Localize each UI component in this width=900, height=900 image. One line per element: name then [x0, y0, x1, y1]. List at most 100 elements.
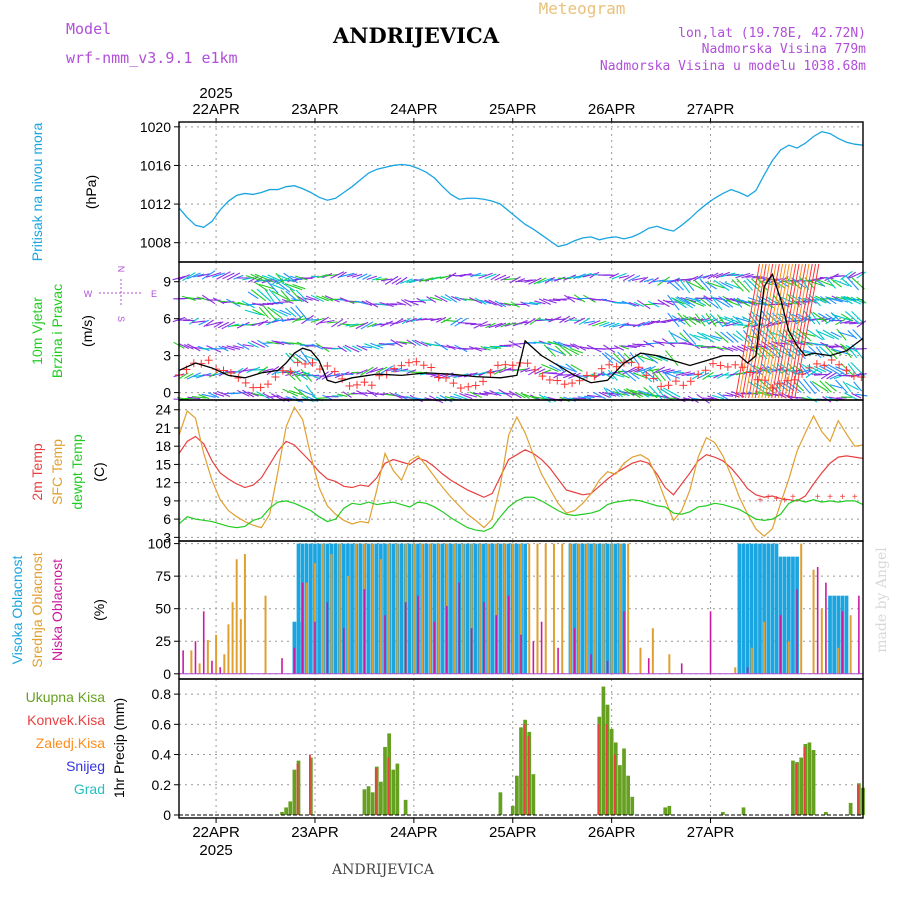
cloud-high-bar — [782, 556, 787, 674]
wind-arrow — [474, 274, 487, 277]
wind-arrow — [396, 319, 407, 324]
wind-arrow — [573, 273, 586, 280]
precip-total-bar — [824, 811, 828, 815]
wind-arrow — [845, 275, 860, 291]
wind-arrow — [216, 271, 231, 280]
wind-arrow — [720, 281, 734, 289]
wind-arrow — [813, 296, 827, 304]
wind-arrow — [647, 300, 660, 308]
cloud-mid-bar — [190, 650, 193, 674]
wind-arrow — [390, 339, 403, 348]
wind-arrow — [841, 296, 853, 305]
wind-arrow — [601, 352, 614, 364]
wind-arrow — [489, 345, 502, 349]
precip-total-bar — [280, 811, 284, 815]
wind-arrow — [771, 393, 783, 397]
wind-arrow — [767, 341, 778, 348]
wind-arrow — [796, 328, 812, 342]
cloud-mid-bar — [305, 582, 308, 674]
wind-arrow — [656, 386, 666, 399]
wind-arrow — [446, 344, 456, 351]
cloud-mid-bar — [849, 615, 852, 674]
temp-ylabel-2m: 2m Temp — [29, 443, 45, 501]
cloud-high-bar — [465, 543, 470, 674]
wind-arrow — [766, 365, 778, 373]
wind-arrow — [522, 302, 538, 306]
wind-arrow — [798, 275, 810, 290]
ytick-label: 1020 — [140, 119, 171, 135]
wind-arrow — [344, 344, 360, 353]
wind-arrow — [584, 395, 595, 399]
wind-arrow — [395, 276, 408, 286]
pressure-line — [178, 130, 864, 248]
compass-w: W — [84, 289, 93, 299]
cloud-high-bar — [391, 543, 396, 674]
cloud-high-bar — [766, 543, 771, 674]
gust-streak — [791, 263, 817, 399]
wind-arrow — [334, 371, 350, 379]
wind-arrow — [830, 384, 843, 389]
wind-arrow — [226, 345, 241, 350]
wind-arrow — [311, 275, 324, 278]
wind-arrow — [292, 283, 306, 290]
cloud-mid-bar — [639, 647, 642, 674]
precip-total-bar — [626, 775, 630, 815]
cloud-mid-bar — [528, 543, 531, 674]
wind-arrow — [520, 392, 530, 399]
cloud-high-bar — [770, 543, 775, 674]
wind-arrow — [809, 380, 820, 392]
wind-arrow — [598, 321, 610, 327]
wind-arrow — [822, 396, 832, 403]
wind-arrow — [682, 329, 697, 345]
wind-arrow — [282, 388, 299, 397]
wind-arrow — [673, 280, 684, 291]
cloud-low-bar — [680, 663, 683, 674]
wind-arrow — [822, 329, 840, 340]
cloud-mid-bar — [313, 563, 316, 674]
wind-arrow — [356, 273, 368, 280]
wind-arrow — [547, 340, 562, 347]
cloud-mid-bar — [668, 654, 671, 674]
wind-arrow — [346, 273, 358, 278]
wind-arrow — [193, 374, 205, 378]
wind-arrow — [360, 366, 374, 376]
wind-arrow — [856, 320, 867, 328]
cloud-low-bar — [841, 611, 844, 674]
wind-arrow — [829, 372, 844, 380]
ytick-label: 3 — [163, 529, 171, 545]
cloud-high-bar — [383, 543, 387, 674]
precip-total-bar — [597, 716, 602, 815]
wind-arrow — [632, 321, 645, 328]
wind-arrow — [245, 275, 261, 281]
ytick-label: 0 — [163, 385, 171, 401]
pressure-unit: (hPa) — [83, 175, 99, 209]
wind-arrow — [304, 354, 319, 362]
wind-arrow — [385, 368, 398, 372]
wind-arrow — [613, 387, 624, 398]
wind-arrow — [713, 279, 730, 291]
wind-arrow — [232, 345, 244, 349]
wind-arrow — [592, 320, 607, 327]
cloud-mid-bar — [511, 543, 514, 674]
wind-arrow — [390, 392, 403, 399]
precip-total-bar — [391, 769, 396, 815]
precip-legend-0: Ukupna Kisa — [26, 689, 106, 705]
wind-arrow — [822, 363, 840, 375]
wind-arrow — [291, 371, 304, 377]
wind-arrow — [451, 295, 461, 302]
wind-arrow — [226, 272, 241, 281]
wind-arrow — [731, 345, 744, 353]
wind-arrow — [629, 352, 639, 365]
wind-arrow — [737, 345, 749, 352]
ytick-label: 0 — [163, 807, 171, 823]
cloud-low-bar — [194, 641, 197, 674]
ytick-label: 18 — [155, 438, 171, 454]
wind-arrow — [271, 340, 285, 346]
wind-arrow — [732, 333, 744, 342]
wind-arrow — [370, 367, 384, 373]
ytick-label: 0 — [163, 666, 171, 682]
wind-arrow — [247, 391, 259, 397]
wind-arrow — [609, 272, 620, 279]
cloud-low-bar — [746, 667, 749, 674]
cloud-mid-bar — [495, 543, 498, 674]
